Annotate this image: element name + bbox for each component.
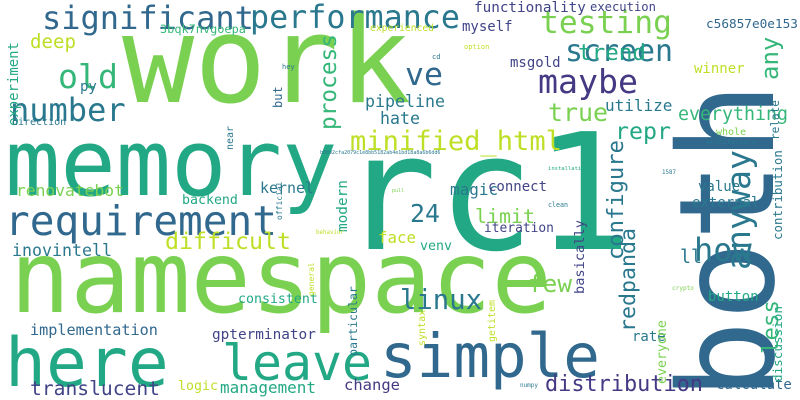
word-basically: basically xyxy=(572,220,588,294)
word-here: here xyxy=(5,324,169,400)
word-distribution: distribution xyxy=(545,372,703,398)
word-rc1: rc1 xyxy=(340,100,633,289)
word-logic: logic xyxy=(178,379,218,395)
word-particular: particular xyxy=(346,286,360,356)
word-screen: screen xyxy=(565,34,673,70)
word-winner: winner xyxy=(694,61,745,77)
word-deep: deep xyxy=(30,30,76,54)
word-true: true xyxy=(548,97,608,127)
word-contribution: contribution xyxy=(770,150,785,240)
word-py: py xyxy=(80,79,97,95)
word-linux: linux xyxy=(400,285,482,317)
word-iteration: iteration xyxy=(484,220,554,236)
word-gpterminator: gpterminator xyxy=(212,326,316,343)
word-venv: venv xyxy=(420,239,452,255)
word-testing: testing xyxy=(540,5,672,42)
word-cd: cd xyxy=(432,53,441,61)
word-few: few xyxy=(528,268,572,298)
word-pull: pull xyxy=(392,188,405,194)
word-official: official xyxy=(275,181,284,220)
word-any: any xyxy=(756,36,784,80)
word-memory: memory xyxy=(5,110,338,217)
word-execution: execution xyxy=(590,0,656,14)
word-behavior: behavior xyxy=(316,229,344,236)
word-renovatebot: renovatebot xyxy=(16,180,124,200)
word-repr: repr xyxy=(615,118,671,146)
word-leave: leave xyxy=(222,334,372,393)
word-configure: configure xyxy=(603,140,629,260)
word-significant: significant xyxy=(42,0,254,37)
word-everyone: everyone xyxy=(655,320,670,384)
word-namespace: namespace xyxy=(10,219,552,336)
word-kernel: kernel xyxy=(260,178,314,197)
word-24: 24 xyxy=(410,198,440,228)
word-ve: ve xyxy=(405,57,443,94)
word-old: old xyxy=(58,57,118,97)
word-limit: limit xyxy=(475,205,535,229)
word-connect: connect xyxy=(488,179,548,195)
word-maybe: maybe xyxy=(538,62,638,102)
word-value: value xyxy=(698,179,741,195)
word-whole: whole xyxy=(716,127,747,138)
word-commit-hash: b8892cfa2079c1e8bb5182ab4e1bd18a8a6b6dd6 xyxy=(320,149,441,156)
word-pipeline: pipeline xyxy=(365,91,445,111)
word-experiment: experiment xyxy=(6,42,22,126)
word-getitem: getitem xyxy=(487,300,498,342)
word-but: but xyxy=(271,86,285,108)
word-backend: backend xyxy=(182,193,238,209)
word-number: number xyxy=(10,91,126,129)
word-magic: magic xyxy=(450,180,499,199)
word-utilize: utilize xyxy=(605,96,673,115)
word-functionality: functionality xyxy=(474,0,586,16)
word-near: near xyxy=(225,125,236,150)
word-simple: simple xyxy=(380,320,600,392)
word-installation: installation xyxy=(548,165,588,172)
word-relate: relate xyxy=(769,100,782,140)
word-rate: rate xyxy=(632,329,666,345)
word-myself: myself xyxy=(462,19,513,35)
word-external: external xyxy=(692,195,760,211)
word-consistent: consistent xyxy=(238,292,318,308)
word-minified-html: minified_html xyxy=(350,126,562,158)
word-translucent: translucent xyxy=(30,377,160,400)
word-face: face xyxy=(378,228,416,248)
word-syntax: syntax xyxy=(417,309,428,346)
word-crypto: crypto xyxy=(672,285,694,293)
word-architecture: architecture xyxy=(706,137,756,146)
word-option: option xyxy=(464,43,490,51)
word-how: how xyxy=(694,231,752,269)
word-3bqk7nvgoepa: 3bqk7nvgoepa xyxy=(160,22,246,37)
word-work: work xyxy=(122,0,411,131)
word-c56857e0e153: c56857e0e153 xyxy=(706,16,798,32)
word-clean: clean xyxy=(548,201,568,210)
word-inovintell: inovintell xyxy=(12,240,112,260)
word-management: management xyxy=(220,378,316,398)
word-implementation: implementation xyxy=(30,321,158,340)
word-direction: direction xyxy=(12,117,67,128)
word-calculate: calculate xyxy=(716,377,792,393)
word-ll: ll xyxy=(680,246,702,268)
word-discussion: discussion xyxy=(770,306,785,382)
word-hate: hate xyxy=(380,108,420,128)
word-performance: performance xyxy=(250,0,460,37)
word-process: process xyxy=(316,34,342,130)
word-everything: everything xyxy=(678,103,788,125)
word-modern: modern xyxy=(335,180,351,232)
word-numpy: numpy xyxy=(520,381,538,389)
word-button: button xyxy=(708,289,759,305)
word-general: general xyxy=(307,262,316,296)
word-1587: 1587 xyxy=(662,169,676,176)
word-change: change xyxy=(344,376,400,395)
word-trend: trend xyxy=(578,39,646,66)
word-hey: hey xyxy=(282,63,295,71)
word-requirement: requirement xyxy=(5,197,277,246)
word-msgold: msgold xyxy=(510,55,561,71)
word-difficult: difficult xyxy=(165,228,291,256)
word-experienced: experienced xyxy=(370,23,434,35)
